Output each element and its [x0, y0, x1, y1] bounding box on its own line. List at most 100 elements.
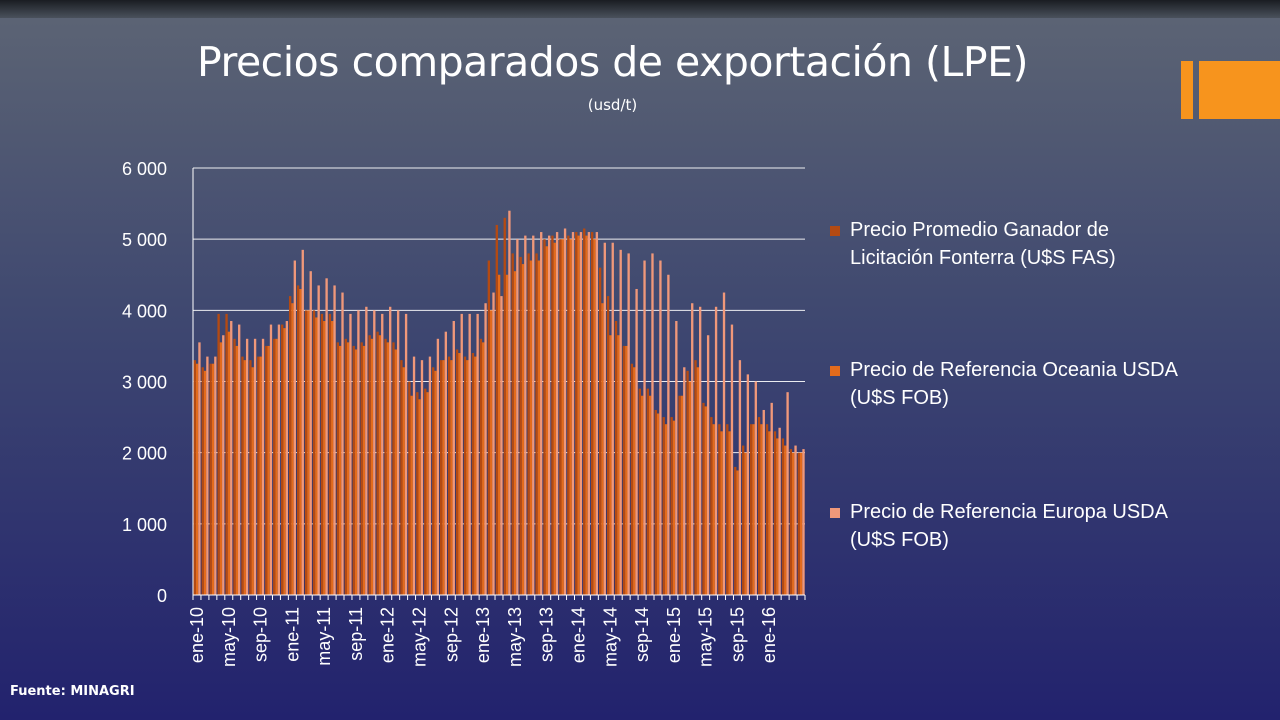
bar-europa	[619, 249, 622, 595]
bar-europa	[579, 232, 583, 596]
x-tick-label: sep-15	[727, 607, 747, 662]
bar-oceania	[354, 349, 358, 595]
bar-oceania	[497, 274, 501, 595]
bar-fonterra	[432, 367, 435, 595]
bar-europa	[452, 321, 455, 595]
bar-europa	[738, 360, 742, 595]
bar-fonterra	[654, 409, 657, 595]
bar-oceania	[291, 303, 294, 595]
bar-europa	[460, 313, 463, 595]
y-tick-label: 0	[157, 586, 167, 606]
bar-fonterra	[352, 345, 355, 595]
bar-oceania	[275, 338, 278, 595]
bar-fonterra	[487, 260, 491, 595]
bar-fonterra	[559, 239, 562, 596]
bar-oceania	[728, 431, 731, 595]
bar-europa	[762, 409, 765, 595]
bar-fonterra	[773, 431, 777, 595]
bar-oceania	[561, 239, 564, 596]
x-tick-label: may-10	[219, 607, 239, 667]
bar-fonterra	[606, 296, 610, 595]
bar-fonterra	[670, 417, 673, 595]
bar-europa	[532, 235, 535, 596]
bar-europa	[691, 303, 694, 595]
bar-fonterra	[273, 338, 276, 595]
legend-swatch-fonterra	[830, 226, 840, 236]
bar-fonterra	[630, 363, 634, 595]
bar-europa	[253, 338, 257, 595]
bar-oceania	[490, 310, 493, 595]
legend-swatch-oceania	[830, 366, 840, 376]
y-tick-label: 1 000	[122, 515, 167, 535]
bar-oceania	[442, 360, 445, 595]
accent-bar-wide	[1199, 61, 1280, 119]
bar-fonterra	[257, 356, 260, 595]
x-tick-label: ene-10	[187, 607, 207, 663]
bar-oceania	[537, 260, 541, 595]
bar-europa	[540, 232, 543, 596]
bar-oceania	[680, 395, 684, 595]
bar-fonterra	[614, 321, 618, 595]
bar-fonterra	[328, 313, 332, 595]
x-tick-label: ene-13	[473, 607, 493, 663]
bar-fonterra	[646, 388, 649, 595]
bar-oceania	[688, 381, 692, 595]
x-tick-label: may-15	[696, 607, 716, 667]
bar-oceania	[211, 363, 215, 595]
bar-oceania	[648, 395, 652, 595]
bar-oceania	[195, 363, 199, 595]
bar-europa	[365, 306, 368, 595]
bar-europa	[651, 253, 654, 595]
bar-fonterra	[288, 296, 292, 595]
bar-europa	[436, 338, 440, 595]
bar-oceania	[323, 321, 326, 595]
bar-oceania	[378, 335, 382, 595]
bar-oceania	[601, 303, 604, 595]
top-bar	[0, 0, 1280, 18]
bar-europa	[198, 342, 201, 595]
bar-fonterra	[622, 345, 626, 595]
bar-europa	[222, 335, 225, 595]
bar-europa	[349, 313, 352, 595]
bar-europa	[230, 321, 233, 595]
bar-europa	[635, 288, 638, 595]
bar-europa	[269, 324, 273, 595]
bar-europa	[214, 356, 217, 595]
bar-fonterra	[336, 342, 339, 595]
bar-oceania	[784, 445, 787, 595]
bar-europa	[730, 324, 734, 595]
bar-fonterra	[249, 360, 252, 595]
bar-fonterra	[479, 338, 483, 595]
bar-fonterra	[360, 342, 363, 595]
x-tick-label: ene-15	[664, 607, 684, 663]
bar-fonterra	[598, 267, 602, 595]
bar-europa	[516, 239, 519, 596]
bar-europa	[301, 249, 304, 595]
bar-fonterra	[455, 349, 459, 595]
bar-oceania	[243, 360, 246, 595]
bar-oceania	[346, 342, 350, 595]
bar-europa	[675, 321, 678, 595]
bar-oceania	[744, 452, 747, 595]
x-tick-label: ene-14	[568, 607, 588, 663]
bar-oceania	[792, 452, 795, 595]
slide-title: Precios comparados de exportación (LPE)	[196, 38, 1029, 86]
bar-oceania	[760, 424, 763, 595]
bar-oceania	[434, 370, 437, 595]
bar-europa	[683, 367, 686, 595]
bar-oceania	[283, 328, 286, 596]
bar-fonterra	[742, 445, 745, 595]
bar-fonterra	[511, 253, 514, 595]
bar-oceania	[633, 367, 636, 595]
bar-oceania	[617, 335, 620, 595]
x-tick-label: may-12	[410, 607, 430, 667]
bar-oceania	[315, 317, 318, 595]
bar-fonterra	[765, 424, 769, 595]
bar-europa	[659, 260, 662, 595]
bar-fonterra	[233, 338, 236, 595]
bar-europa	[245, 338, 249, 595]
bar-fonterra	[757, 417, 761, 595]
bar-oceania	[394, 349, 397, 595]
bar-fonterra	[344, 338, 347, 595]
bar-europa	[770, 402, 773, 595]
